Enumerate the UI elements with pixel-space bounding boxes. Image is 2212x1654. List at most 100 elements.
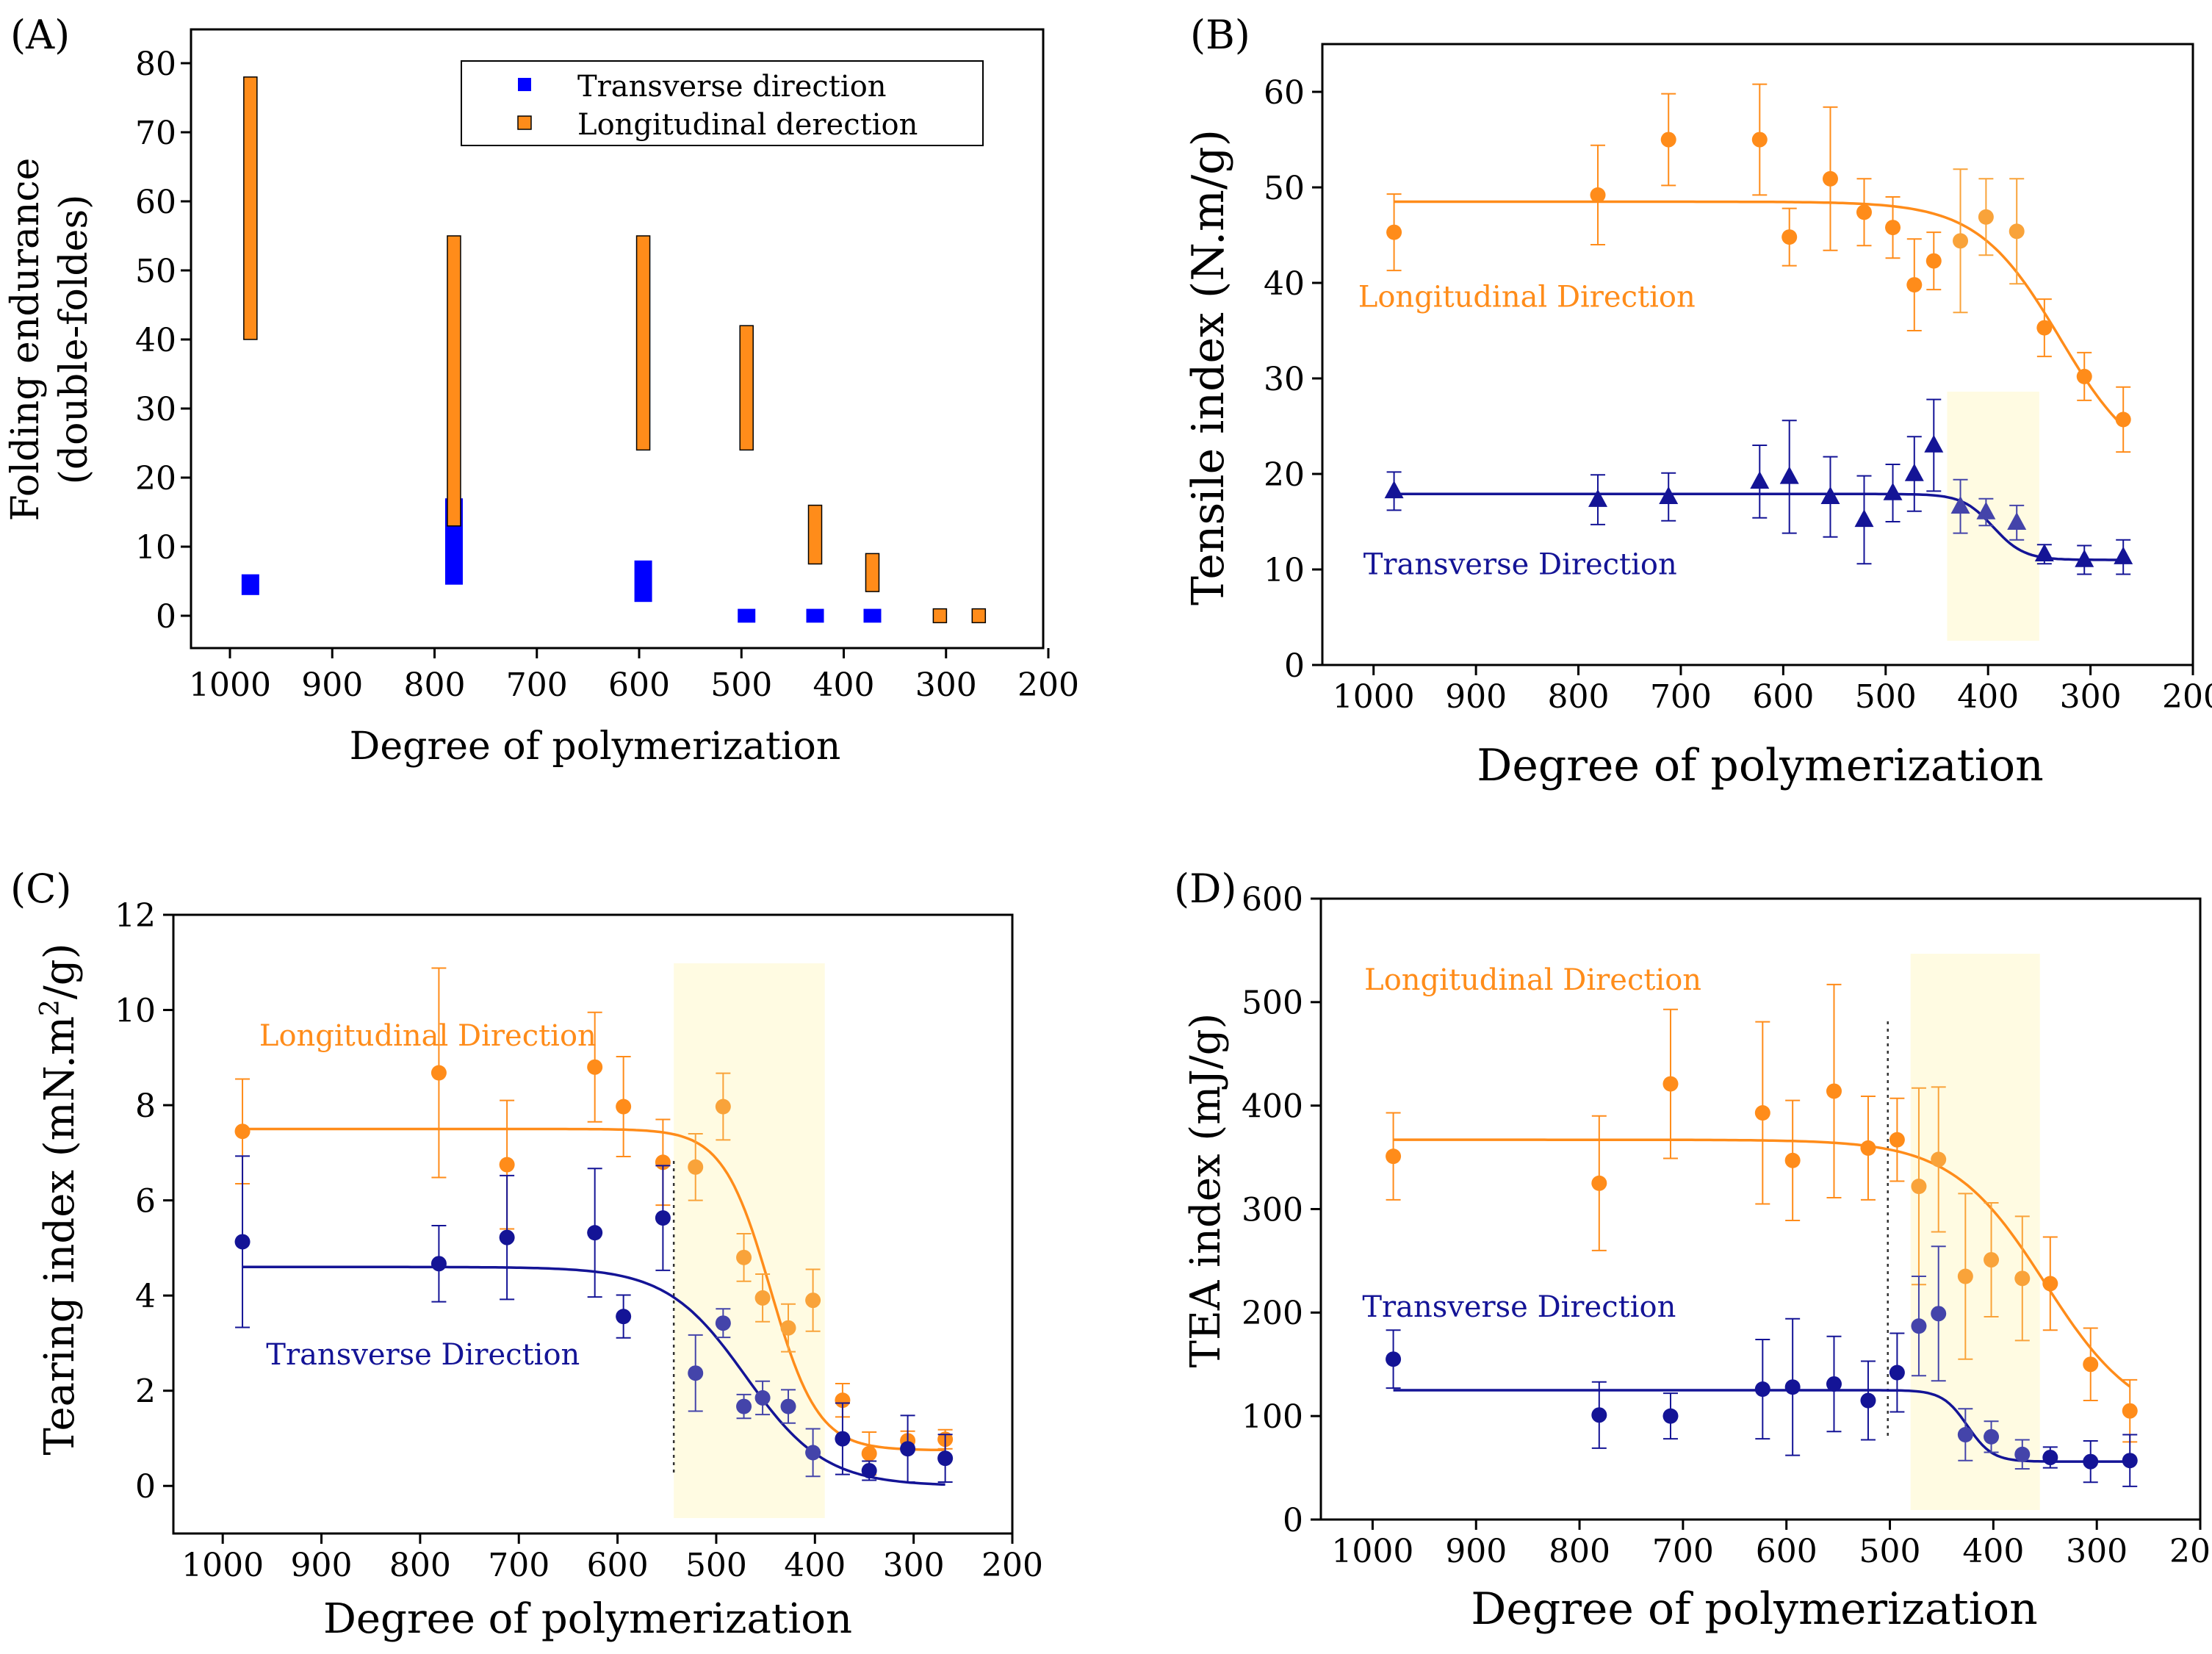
panel-c-data-point bbox=[616, 1309, 632, 1325]
panel-d-data-point bbox=[1386, 1351, 1402, 1367]
panel-b-data-point bbox=[1950, 495, 1970, 514]
panel-c-y-tick-label: 10 bbox=[115, 992, 156, 1029]
panel-a-x-tick-label: 1000 bbox=[189, 666, 271, 704]
panel-a-legend-swatch-longitudinal bbox=[517, 115, 532, 130]
panel-b-x-tick-label: 1000 bbox=[1333, 678, 1415, 716]
panel-a-x-tick-label: 600 bbox=[608, 666, 670, 704]
panel-b-data-point bbox=[2009, 223, 2025, 240]
panel-d-y-tick-label: 400 bbox=[1242, 1088, 1303, 1126]
panel-c-y-tick-label: 2 bbox=[135, 1373, 156, 1411]
panel-c-x-tick-label: 400 bbox=[784, 1547, 846, 1584]
panel-c-data-point bbox=[780, 1320, 796, 1336]
panel-c-data-point bbox=[430, 1065, 447, 1081]
panel-b-x-tick-label: 900 bbox=[1445, 678, 1507, 716]
panel-b-data-point bbox=[1751, 132, 1768, 148]
panel-b-y-tick-label: 50 bbox=[1264, 170, 1305, 207]
panel-b-annotation: Transverse Direction bbox=[1363, 548, 1677, 582]
panel-b-series-0 bbox=[1386, 83, 2131, 453]
panel-d-x-tick-label: 700 bbox=[1652, 1533, 1714, 1570]
panel-b-data-point bbox=[1978, 209, 1994, 225]
panel-d-data-point bbox=[1662, 1076, 1679, 1092]
panel-c-y-axis-title-superscript: 2 bbox=[35, 999, 65, 1016]
panel-a: (A) Transverse direction Longitudinal de… bbox=[4, 12, 1079, 769]
panel-c-x-axis-title: Degree of polymerization bbox=[323, 1595, 852, 1643]
panel-c-y-ticks: 0 2 4 6 8 10 12 bbox=[115, 897, 173, 1506]
panel-d-x-ticks: 1000 900 800 700 600 500 400 300 200 bbox=[1331, 1520, 2212, 1570]
panel-b-data-point bbox=[1822, 170, 1838, 187]
panel-a-y-axis-title: Folding endurance bbox=[4, 158, 48, 522]
panel-b-y-tick-label: 20 bbox=[1264, 456, 1305, 494]
panel-b-x-axis-title: Degree of polymerization bbox=[1477, 740, 2044, 791]
panel-a-x-tick-label: 400 bbox=[813, 666, 875, 704]
panel-c-data-point bbox=[780, 1398, 796, 1414]
panel-c-data-point bbox=[736, 1398, 752, 1414]
panel-b-data-point bbox=[2114, 546, 2133, 564]
panel-a-bar bbox=[863, 608, 882, 623]
panel-b-data-point bbox=[2034, 543, 2054, 561]
panel-b-data-point bbox=[2115, 411, 2131, 428]
panel-c-y-tick-label: 4 bbox=[135, 1278, 156, 1315]
panel-a-y-tick-label: 70 bbox=[135, 115, 176, 152]
panel-d-data-point bbox=[2042, 1276, 2058, 1292]
panel-c-series-1 bbox=[234, 1155, 954, 1486]
panel-c-data-point bbox=[430, 1256, 447, 1272]
panel-d-data-point bbox=[1591, 1175, 1607, 1191]
panel-d-y-tick-label: 0 bbox=[1283, 1502, 1303, 1539]
panel-a-x-axis-title: Degree of polymerization bbox=[350, 724, 841, 769]
panel-b-marks: Longitudinal Direction Transverse Directi… bbox=[1358, 83, 2133, 641]
panel-b-x-tick-label: 600 bbox=[1752, 678, 1814, 716]
panel-a-bar bbox=[739, 325, 754, 451]
panel-b-fit-curve bbox=[1394, 492, 2124, 561]
panel-d-y-tick-label: 200 bbox=[1242, 1295, 1303, 1332]
panel-d-series-0 bbox=[1386, 983, 2138, 1443]
panel-d-x-axis-title: Degree of polymerization bbox=[1471, 1583, 2038, 1635]
panel-a-legend-box bbox=[461, 60, 984, 146]
panel-c-data-point bbox=[754, 1290, 771, 1306]
panel-d-fit-curve bbox=[1393, 1138, 2131, 1388]
panel-a-y-ticks: 0 10 20 30 40 50 60 70 80 bbox=[135, 46, 191, 636]
panel-b-x-tick-label: 800 bbox=[1548, 678, 1610, 716]
panel-c-data-point bbox=[234, 1123, 251, 1140]
panel-c-data-point bbox=[234, 1234, 251, 1250]
panel-c-data-point bbox=[805, 1445, 821, 1461]
panel-d-y-axis-title: TEA index (mJ/g) bbox=[1182, 1013, 1230, 1368]
panel-c-y-tick-label: 8 bbox=[135, 1087, 156, 1125]
panel-c-y-tick-label: 6 bbox=[135, 1182, 156, 1220]
panel-b-data-point bbox=[1976, 501, 1996, 519]
panel-c-x-tick-label: 200 bbox=[981, 1547, 1043, 1584]
panel-d-data-point bbox=[1984, 1252, 2000, 1268]
panel-d-data-point bbox=[1754, 1381, 1770, 1398]
panel-b-data-point bbox=[1885, 220, 1901, 236]
panel-d-y-tick-label: 500 bbox=[1242, 985, 1303, 1022]
panel-b-data-point bbox=[1384, 481, 1404, 499]
panel-d-data-point bbox=[2042, 1450, 2058, 1465]
panel-c-data-point bbox=[715, 1099, 731, 1115]
panel-b-data-point bbox=[2007, 512, 2027, 531]
panel-b-y-ticks: 0 10 20 30 40 50 60 bbox=[1264, 74, 1322, 685]
panel-a-y-tick-label: 0 bbox=[156, 598, 176, 636]
panel-a-bar bbox=[447, 235, 461, 527]
panel-d-y-tick-label: 100 bbox=[1242, 1398, 1303, 1436]
panel-a-bar bbox=[807, 504, 823, 565]
panel-c-data-point bbox=[715, 1315, 731, 1331]
panel-d-x-tick-label: 1000 bbox=[1331, 1533, 1413, 1570]
panel-d-x-tick-label: 900 bbox=[1445, 1533, 1507, 1570]
panel-b-data-point bbox=[2076, 368, 2092, 384]
panel-b-series-1 bbox=[1384, 398, 2133, 575]
panel-c-data-point bbox=[587, 1225, 603, 1241]
panel-a-legend-label-transverse: Transverse direction bbox=[577, 70, 887, 104]
panel-a-legend: Transverse direction Longitudinal derect… bbox=[461, 60, 984, 146]
panel-c-series-0 bbox=[234, 967, 954, 1476]
panel-b-data-point bbox=[1924, 434, 1944, 453]
panel-b-x-tick-label: 700 bbox=[1650, 678, 1712, 716]
panel-a-legend-swatch-transverse bbox=[518, 78, 531, 91]
panel-a-bar bbox=[865, 553, 880, 592]
panel-d-data-point bbox=[1931, 1306, 1947, 1322]
panel-c-data-point bbox=[616, 1099, 632, 1115]
panel-c-marks: Longitudinal Direction Transverse Directi… bbox=[234, 963, 954, 1518]
panel-c-data-point bbox=[499, 1157, 515, 1173]
panel-d-data-point bbox=[2083, 1356, 2099, 1373]
panel-d-x-tick-label: 400 bbox=[1962, 1533, 2024, 1570]
panel-c-x-tick-label: 800 bbox=[389, 1547, 451, 1584]
panel-c-fit-curve bbox=[242, 1265, 945, 1486]
